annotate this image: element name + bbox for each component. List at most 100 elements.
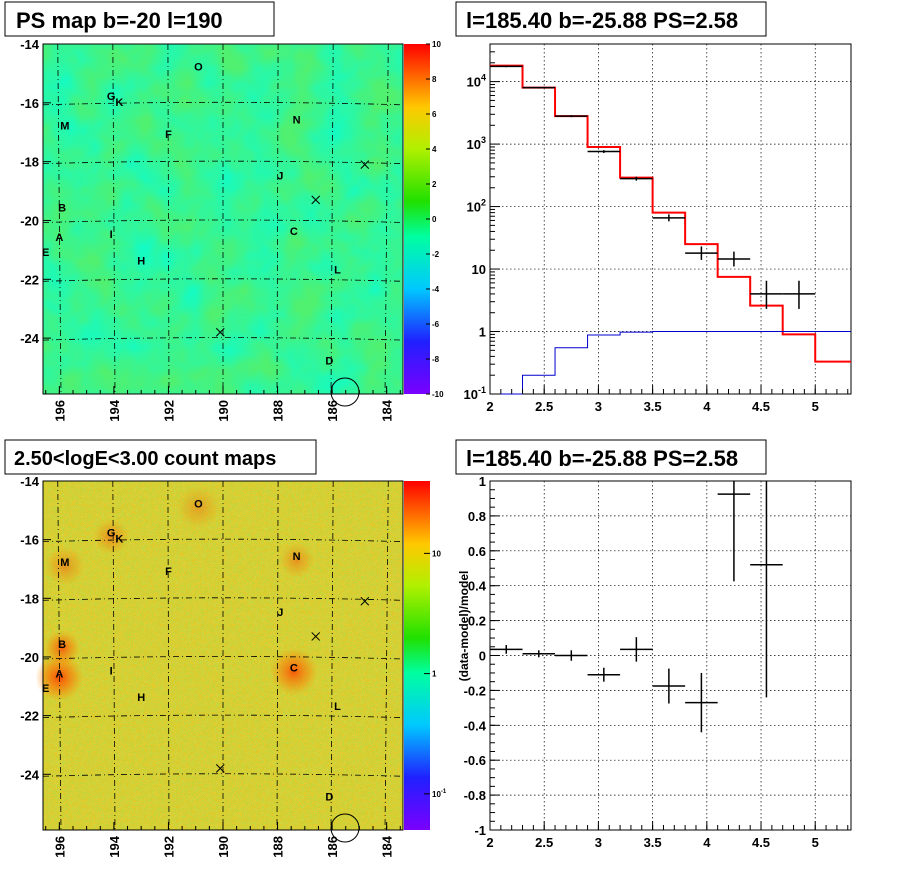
source-label: M [60,557,69,569]
palette-tick-label: 2 [432,180,437,189]
source-label: I [110,229,113,241]
y-tick-label: 102 [467,198,486,215]
count-map-y-axis: -14 -16 -18 -20 -22 -24 [20,474,51,782]
cross-marker [215,327,225,337]
meridian-line [276,43,279,395]
palette-tick-label: -8 [432,355,440,364]
hotspot [278,542,315,579]
y-tick-label: 0.2 [468,614,486,629]
source-label: N [293,114,301,126]
palette-tick-label: -2 [432,250,440,259]
ps-map-title: PS map b=-20 l=190 [16,8,223,33]
x-tick-label: 3.5 [644,835,662,850]
meridian-line [57,480,62,831]
palette-tick-label: 10 [432,549,441,558]
residuals-axes: 2 2.5 3 3.5 4 4.5 5 1 0.8 0.6 0.4 0.2 0 -0.2 -0.4 -0.6 -… [464,474,849,850]
x-tick-label: 5 [812,399,819,414]
meridian-line [167,480,170,831]
x-tick-label: 184 [380,399,395,421]
y-tick-label: -14 [20,474,40,489]
source-label: E [42,247,49,259]
source-label: A [55,232,63,244]
source-label: J [277,170,283,182]
palette-tick-label: 6 [432,110,437,119]
y-tick-label: 103 [467,135,486,152]
x-tick-label: 2.5 [535,399,553,414]
source-label: D [325,792,333,804]
cross-marker [360,596,370,606]
background-step-line [490,331,851,395]
source-label: N [293,551,301,563]
ps-map-target-circle [330,377,360,407]
source-label: B [58,639,66,651]
y-tick-label: 10-1 [464,385,486,402]
ps-map-title-box [4,1,275,37]
x-tick-label: 196 [52,400,67,422]
y-tick-label: 1 [479,474,486,489]
source-label: F [165,129,172,141]
parallel-line [42,538,404,543]
panel-count-map: O G K M N F J B A I C E H L D 196 194 192 190 188 186 184 -1… [4,439,447,858]
parallel-line [42,597,404,601]
y-tick-label: -20 [20,213,39,228]
source-label: I [110,666,113,678]
hotspot [269,647,318,696]
source-label: G [107,528,116,540]
ps-map-palette [404,44,430,394]
x-tick-label: 2 [486,399,493,414]
meridian-line [330,480,334,831]
source-label: A [55,668,63,680]
ps-map-palette-axis: 10 8 6 4 2 0 -2 -4 -6 -8 -10 [426,40,444,399]
x-tick-label: 186 [325,400,340,422]
meridian-line [276,480,279,831]
y-tick-label: 0.6 [468,544,486,559]
hotspot [93,518,130,555]
panel-residuals: 2 2.5 3 3.5 4 4.5 5 1 0.8 0.6 0.4 0.2 0 -0.2 -0.4 -0.6 -… [455,439,852,850]
x-tick-label: 184 [380,835,395,857]
x-tick-label: 188 [271,836,286,858]
y-tick-label: -0.4 [464,718,487,733]
y-tick-label: 0 [479,649,486,664]
cross-marker [215,764,225,773]
spectrum-series [490,64,851,395]
palette-tick-label: 8 [432,75,437,84]
count-map-source-labels: O G K M N F J B A I C E H L D [42,498,370,804]
spectrum-title: l=185.40 b=-25.88 PS=2.58 [466,8,738,33]
x-tick-label: 4 [703,835,711,850]
y-tick-label: -20 [20,650,39,665]
meridian-line [384,480,389,831]
y-tick-label: -0.6 [464,753,486,768]
count-map-palette [404,481,430,830]
x-tick-label: 192 [161,400,176,422]
x-tick-label: 5 [812,835,819,850]
source-label: K [115,97,123,109]
x-tick-label: 194 [107,399,122,421]
ps-map-y-axis: -14 -16 -18 -20 -22 -24 [20,37,51,346]
residuals-title-box [455,439,767,475]
count-map-hotspots [35,485,318,702]
count-map-title: 2.50<logE<3.00 count maps [14,448,276,470]
y-tick-label: -18 [20,591,39,606]
spectrum-frame [489,43,852,395]
x-tick-label: 190 [216,836,231,858]
source-label: C [290,226,298,238]
palette-tick-label: -4 [432,285,440,294]
x-tick-label: 192 [161,836,176,858]
source-label: H [137,692,145,704]
residuals-grid [490,481,851,830]
y-tick-label: 1 [479,325,486,340]
source-label: O [194,498,203,510]
x-tick-label: 2 [486,835,493,850]
spectrum-axes: 2 2.5 3 3.5 4 4.5 5 10-1 1 10 102 103 104 [464,43,849,414]
residuals-title: l=185.40 b=-25.88 PS=2.58 [466,446,738,471]
count-map-title-box [4,439,317,475]
spectrum-title-box [455,1,767,37]
x-tick-label: 196 [52,836,67,858]
y-tick-label: -16 [20,533,39,548]
y-tick-label: -0.2 [464,683,486,698]
y-tick-label: -24 [20,767,40,782]
palette-tick-label: 10 [432,40,441,49]
y-tick-label: 0.4 [468,579,487,594]
meridian-line [112,480,116,831]
